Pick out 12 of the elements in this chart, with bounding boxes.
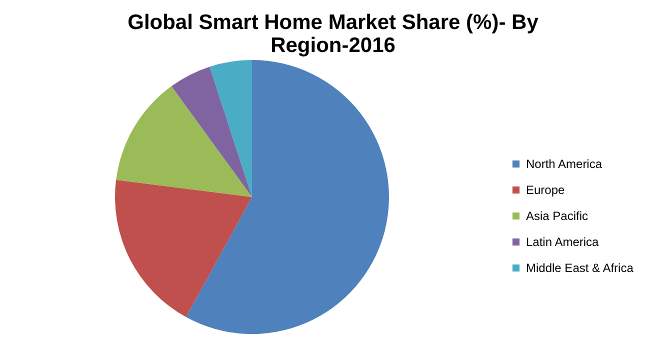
pie-slice — [210, 60, 252, 197]
text: Region-2016 — [270, 34, 396, 57]
legend-label: Asia Pacific — [526, 209, 588, 223]
pie-slice — [116, 86, 252, 197]
pie-slice — [115, 180, 252, 318]
pie-slice — [171, 66, 252, 197]
legend-label: North America — [526, 157, 602, 171]
legend-label: Latin America — [526, 235, 600, 249]
pie-slice — [186, 60, 389, 334]
legend-label: Europe — [526, 183, 566, 197]
legend-label: Middle East & Africa — [526, 261, 634, 275]
text: Global Smart Home Market Share (%)- By — [128, 11, 538, 34]
